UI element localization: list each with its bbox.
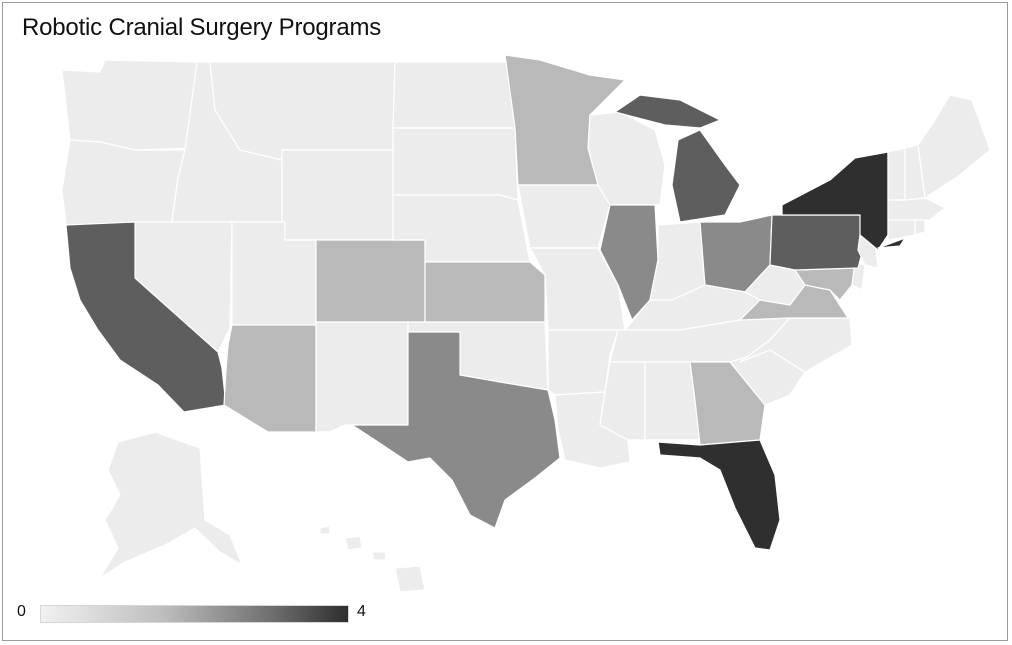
state-PA[interactable] xyxy=(769,214,867,271)
state-WI[interactable] xyxy=(587,111,666,206)
state-CA[interactable] xyxy=(65,221,227,413)
legend-min-label: 0 xyxy=(17,603,26,620)
state-CO[interactable] xyxy=(315,239,426,323)
state-ND[interactable] xyxy=(392,61,516,129)
state-KS[interactable] xyxy=(424,261,546,323)
state-ME[interactable] xyxy=(917,94,991,199)
state-SD[interactable] xyxy=(392,127,519,201)
state-MI[interactable] xyxy=(614,94,741,223)
state-FL[interactable] xyxy=(657,439,781,551)
state-AL[interactable] xyxy=(644,361,701,441)
state-CT[interactable] xyxy=(887,217,916,241)
state-IA[interactable] xyxy=(517,184,611,249)
state-WY[interactable] xyxy=(281,149,394,241)
state-DE[interactable] xyxy=(851,261,866,291)
state-WA[interactable] xyxy=(61,59,201,151)
legend-gradient-bar xyxy=(40,605,349,623)
state-NC[interactable] xyxy=(739,317,853,373)
state-OR[interactable] xyxy=(61,139,186,236)
state-AK[interactable] xyxy=(99,431,243,579)
state-HI[interactable] xyxy=(319,525,426,593)
state-MA[interactable] xyxy=(887,197,946,221)
map-title: Robotic Cranial Surgery Programs xyxy=(22,14,382,41)
state-NM[interactable] xyxy=(315,321,409,433)
state-NY[interactable] xyxy=(781,151,906,251)
legend-max-label: 4 xyxy=(357,603,366,620)
state-TX[interactable] xyxy=(351,331,561,529)
state-MT[interactable] xyxy=(209,61,396,161)
state-AZ[interactable] xyxy=(223,324,317,433)
state-VT[interactable] xyxy=(887,147,906,201)
